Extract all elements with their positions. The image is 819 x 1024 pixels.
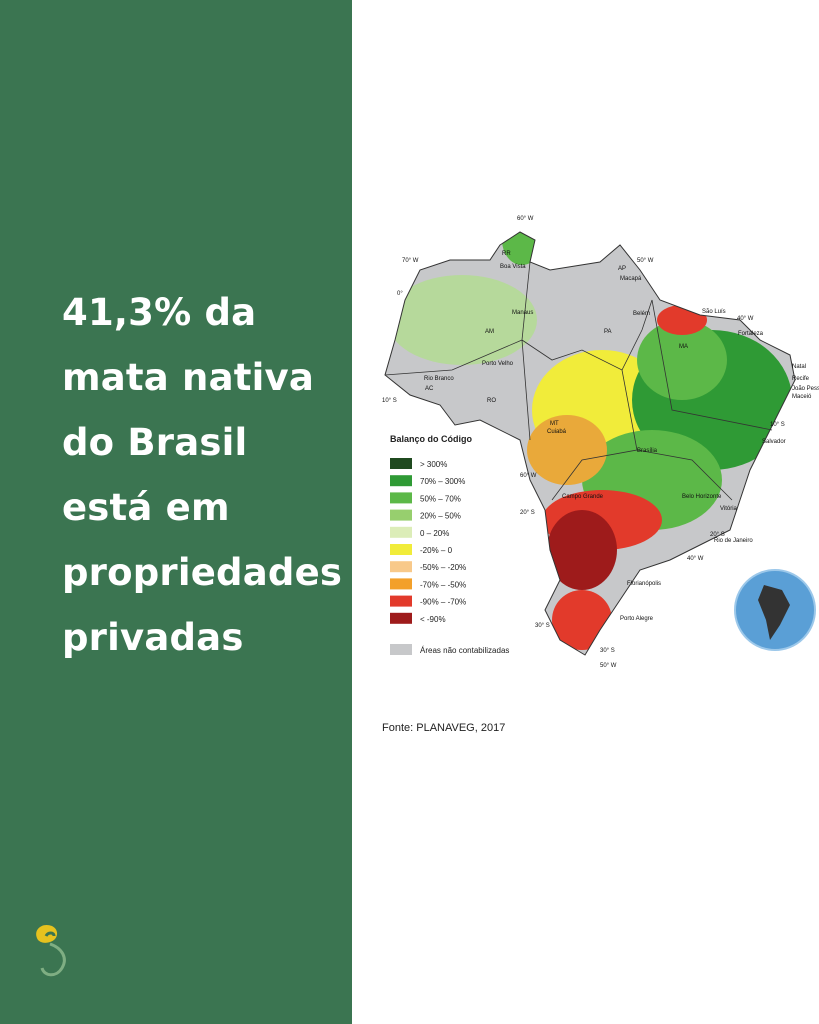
border (384, 231, 796, 656)
headline: 41,3% da mata nativa do Brasil está em propr… (62, 280, 342, 670)
legend-label: -90% – -70% (420, 598, 466, 607)
legend-swatch (390, 644, 412, 655)
place-label: São Luís (702, 309, 726, 315)
place-label: AP (618, 266, 626, 272)
place-label: Rio de Janeiro (714, 538, 753, 544)
place-label: Fortaleza (738, 331, 764, 337)
coordinate-label: 50° W (637, 258, 654, 264)
legend-label: 50% – 70% (420, 494, 461, 503)
legend-label: 20% – 50% (420, 512, 461, 521)
place-label: Cuiabá (547, 429, 567, 435)
legend-swatch (390, 526, 412, 538)
place-label: Porto Velho (482, 361, 514, 367)
legend-swatch (390, 544, 412, 555)
logo (36, 924, 66, 977)
place-label: Porto Alegre (620, 616, 654, 622)
place-label: RR (502, 251, 511, 257)
place-label: Macapá (620, 276, 642, 282)
coordinate-label: 20° S (710, 532, 725, 538)
legend-label: Áreas não contabilizadas (420, 646, 509, 655)
coordinate-label: 60° W (517, 216, 534, 222)
place-label: Florianópolis (627, 581, 661, 587)
legend-label: 0 – 20% (420, 529, 449, 538)
place-label: Belém (633, 311, 650, 317)
place-label: João Pessoa (792, 386, 819, 392)
coordinate-label: 60° W (520, 473, 537, 479)
place-label: MA (679, 344, 688, 350)
place-label: PA (604, 329, 612, 335)
place-label: Campo Grande (562, 494, 604, 500)
place-label: Belo Horizonte (682, 494, 722, 500)
legend-label: -20% – 0 (420, 546, 453, 555)
headline-line: está em (62, 486, 230, 529)
legend-swatch (390, 492, 412, 504)
place-label: Natal (792, 364, 806, 370)
place-label: AC (425, 386, 434, 392)
legend-swatch (390, 578, 412, 590)
place-label: Brasília (637, 448, 658, 454)
coordinate-label: 0° (397, 291, 403, 297)
legend-swatch (390, 612, 412, 624)
side-panel: 41,3% da mata nativa do Brasil está em propr… (0, 0, 352, 1024)
coordinate-label: 40° W (687, 556, 704, 562)
coordinate-label: 10° S (382, 398, 397, 404)
map-labels: RR Boa Vista AP Macapá AM Manaus PA Belém São Lu… (382, 216, 819, 669)
legend-label: 70% – 300% (420, 477, 465, 486)
legend-label: -50% – -20% (420, 563, 466, 572)
place-label: Vitória (720, 506, 738, 512)
headline-line: 41,3% da (62, 291, 257, 334)
source: Fonte: PLANAVEG, 2017 (382, 722, 506, 734)
place-label: Boa Vista (500, 264, 526, 270)
place-label: Manaus (512, 310, 533, 316)
legend-swatch (390, 509, 412, 521)
headline-line: do Brasil (62, 421, 248, 464)
coordinate-label: 30° S (600, 648, 615, 654)
coordinate-label: 70° W (402, 258, 419, 264)
place-label: Recife (792, 376, 810, 382)
coordinate-label: 40° W (737, 316, 754, 322)
legend-label: > 300% (420, 460, 447, 469)
coordinate-label: 10° S (770, 422, 785, 428)
coordinate-label: 20° S (520, 510, 535, 516)
legend-title: Balanço do Código (390, 434, 473, 444)
headline-line: mata nativa (62, 356, 315, 399)
legend-swatch (390, 595, 412, 607)
place-label: Rio Branco (424, 376, 454, 382)
brazil-map: Balanço do Código > 300% 70% – 300% 50% – … (382, 216, 819, 669)
place-label: Salvador (762, 439, 786, 445)
place-label: MT (550, 421, 559, 427)
legend-swatch (390, 458, 412, 469)
legend-label: < -90% (420, 615, 446, 624)
legend: > 300% 70% – 300% 50% – 70% 20% – 50% 0 – 20… (390, 458, 509, 655)
place-label: AM (485, 329, 494, 335)
headline-line: privadas (62, 616, 244, 659)
legend-swatch (390, 475, 412, 487)
place-label: RO (487, 398, 496, 404)
legend-swatch (390, 561, 412, 573)
state-borders (384, 261, 773, 501)
coordinate-label: 30° S (535, 623, 550, 629)
coordinate-label: 50° W (600, 663, 617, 669)
legend-label: -70% – -50% (420, 580, 466, 589)
place-label: Maceió (792, 394, 812, 400)
headline-line: propriedades (62, 551, 343, 594)
globe-brazil (758, 585, 790, 640)
